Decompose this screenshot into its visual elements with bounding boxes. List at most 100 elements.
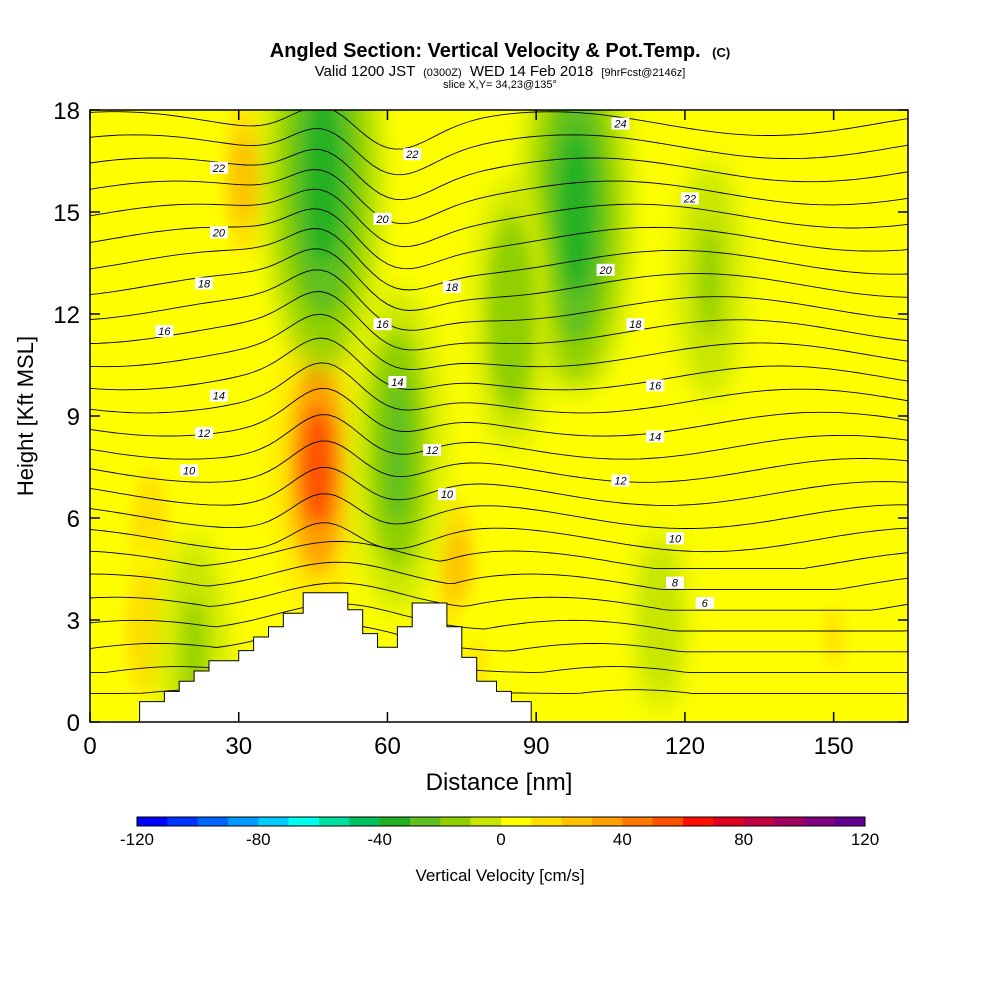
theta-label: 16 (155, 325, 174, 338)
svg-text:18: 18 (629, 319, 642, 331)
colorbar-tick-label: -120 (120, 830, 154, 849)
colorbar-tick-label: -80 (246, 830, 271, 849)
theta-label: 14 (209, 389, 228, 403)
x-tick-label: 120 (665, 733, 705, 760)
theta-contours (90, 110, 908, 694)
svg-text:6: 6 (702, 598, 709, 610)
downdraft-cell-6 (635, 528, 685, 712)
theta-label: 14 (646, 430, 665, 443)
theta-label: 22 (209, 161, 228, 175)
colorbar-swatch (834, 817, 866, 826)
downdraft-cell-2 (525, 110, 626, 390)
downdraft-cell-5 (160, 534, 228, 722)
colorbar-swatch (561, 817, 593, 826)
svg-text:20: 20 (212, 227, 226, 239)
y-tick-label: 18 (53, 98, 80, 125)
updraft-cell-6 (807, 555, 861, 719)
theta-contour (90, 313, 908, 370)
svg-text:14: 14 (649, 431, 661, 443)
downdraft-cell-3 (473, 179, 549, 449)
theta-label: 20 (596, 263, 615, 277)
theta-label: 16 (373, 318, 392, 331)
theta-label: 22 (680, 192, 699, 205)
svg-text:22: 22 (212, 163, 225, 175)
svg-text:14: 14 (391, 377, 403, 389)
colorbar-frame (136, 816, 866, 827)
theta-label: 10 (665, 532, 684, 545)
x-tick-label: 0 (83, 733, 96, 760)
y-tick-label: 0 (67, 710, 80, 737)
theta-contour (90, 414, 908, 460)
theta-contour (90, 467, 908, 506)
x-tick-label: 150 (814, 733, 854, 760)
colorbar-tick-label: 80 (734, 830, 753, 849)
colorbar-swatch (410, 817, 441, 826)
downdraft-cell-0 (268, 110, 378, 370)
colorbar-swatch (379, 817, 411, 826)
y-axis: 0 3 6 9 12 15 18 (53, 98, 908, 737)
theta-contour (90, 291, 908, 351)
theta-contour (90, 169, 908, 225)
plot-area: 24 22 22 22 20 20 20 18 18 18 16 16 16 14 14 14 12 12 12 10… (90, 110, 908, 722)
theta-label: 18 (195, 277, 214, 290)
colorbar-swatch (288, 817, 320, 826)
theta-label: 22 (403, 148, 422, 161)
x-tick-label: 30 (225, 733, 252, 760)
svg-text:20: 20 (598, 265, 612, 277)
svg-text:24: 24 (613, 119, 626, 131)
theta-label: 18 (442, 280, 461, 294)
x-axis: 0 30 60 90 120 150 (83, 110, 854, 760)
colorbar-swatch (592, 817, 623, 826)
colorbar-swatch (531, 817, 562, 826)
updraft-cell-0 (275, 324, 361, 610)
colorbar-tick-label: 0 (496, 830, 505, 849)
theta-contour (90, 248, 908, 311)
colorbar-swatch (622, 817, 653, 826)
theta-label: 10 (180, 464, 199, 477)
downdraft-fields (160, 110, 743, 722)
y-tick-label: 15 (53, 200, 80, 227)
colorbar-swatch (743, 817, 775, 826)
updraft-fields (116, 110, 861, 722)
theta-contour (90, 561, 908, 590)
theta-contour-labels: 24 22 22 22 20 20 20 18 18 18 16 16 16 14 14 14 12 12 12 10… (155, 117, 714, 610)
theta-label: 10 (437, 488, 456, 501)
theta-contour (90, 228, 908, 291)
colorbar: -120 -80 -40 0 40 80 120 (120, 816, 879, 849)
colorbar-swatch (228, 817, 259, 826)
theta-label: 14 (388, 376, 407, 389)
colorbar-swatch (167, 817, 198, 826)
theta-contour (90, 624, 908, 653)
y-axis-label: Height [Kft MSL] (13, 336, 38, 496)
colorbar-tick-label: 120 (851, 830, 879, 849)
theta-contour (90, 337, 908, 391)
colorbar-swatch (197, 817, 229, 826)
colorbar-swatch (258, 817, 289, 826)
svg-text:18: 18 (446, 282, 459, 294)
chart-subtitle: Valid 1200 JST (0300Z) WED 14 Feb 2018 [… (315, 63, 686, 80)
colorbar-swatch (319, 817, 350, 826)
colorbar-swatch (774, 817, 805, 826)
colorbar-tick-label: 40 (613, 830, 632, 849)
theta-label: 12 (423, 444, 442, 457)
svg-text:20: 20 (375, 214, 389, 226)
slice-label: slice X,Y= 34,23@135° (443, 79, 557, 91)
x-tick-label: 90 (523, 733, 550, 760)
theta-label: 16 (646, 379, 665, 392)
theta-contour (90, 188, 908, 248)
downdraft-cell-4 (676, 160, 743, 400)
theta-contour (90, 603, 908, 632)
svg-text:12: 12 (614, 476, 626, 488)
svg-text:12: 12 (426, 445, 438, 457)
theta-contour (90, 540, 908, 570)
chart-title-tag: (C) (712, 45, 730, 60)
svg-text:22: 22 (405, 149, 418, 161)
theta-contour (90, 522, 908, 553)
x-axis-label: Distance [nm] (426, 769, 573, 796)
svg-text:16: 16 (158, 326, 171, 338)
chart-title: Angled Section: Vertical Velocity & Pot.… (270, 40, 730, 62)
theta-contour (90, 387, 908, 437)
theta-contour (90, 582, 908, 611)
svg-text:16: 16 (376, 319, 389, 331)
theta-label: 12 (195, 427, 214, 440)
